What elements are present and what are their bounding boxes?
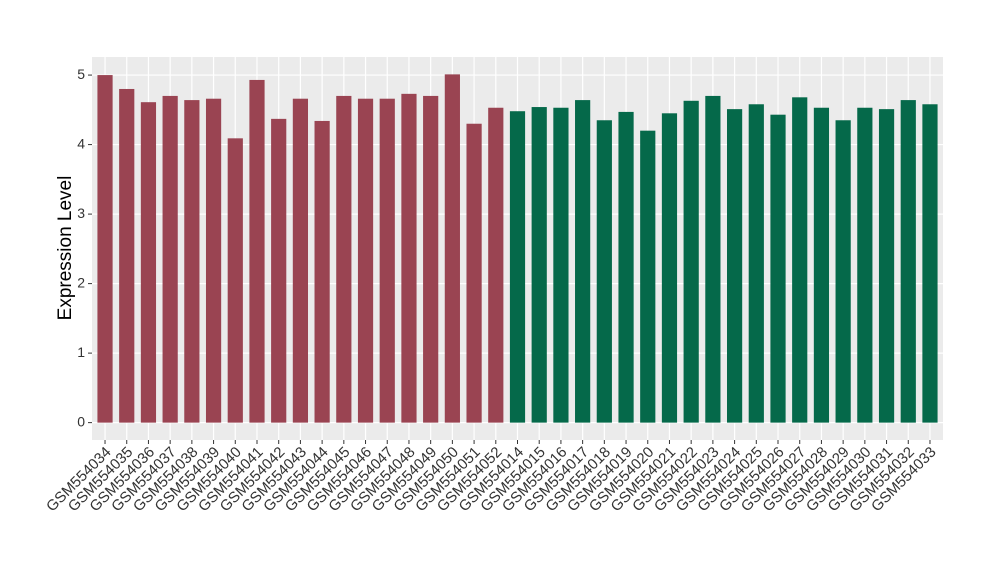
y-tick-label: 5 xyxy=(77,66,85,82)
y-axis-label: Expression Level xyxy=(55,176,76,321)
bar xyxy=(683,100,699,423)
bar xyxy=(857,107,873,423)
bar xyxy=(97,75,113,423)
bar xyxy=(162,95,178,423)
bar xyxy=(444,74,460,423)
bar xyxy=(227,138,243,423)
bar xyxy=(357,98,374,423)
bar xyxy=(292,98,309,423)
y-tick-label: 1 xyxy=(77,344,85,360)
bar xyxy=(249,79,265,423)
bar xyxy=(379,98,395,423)
bar xyxy=(205,98,222,423)
bar xyxy=(401,93,417,423)
bar xyxy=(661,113,678,423)
bar xyxy=(140,102,157,423)
bar xyxy=(922,104,938,423)
bar xyxy=(488,107,504,423)
bar xyxy=(314,120,330,423)
bar xyxy=(466,123,482,423)
y-tick-label: 2 xyxy=(77,274,85,290)
bar xyxy=(531,107,547,423)
bar xyxy=(119,88,135,423)
bar xyxy=(596,120,612,423)
bar xyxy=(640,130,656,423)
bar xyxy=(184,100,200,423)
bar xyxy=(900,100,916,423)
bar xyxy=(575,100,591,423)
bar xyxy=(726,109,743,423)
bar xyxy=(748,104,764,423)
bar xyxy=(553,107,569,423)
y-tick-label: 3 xyxy=(77,205,85,221)
bar xyxy=(705,95,721,423)
bar xyxy=(770,114,786,423)
bar xyxy=(813,107,830,423)
bar xyxy=(336,95,352,423)
bar xyxy=(618,111,634,423)
bar xyxy=(792,97,808,423)
bar xyxy=(423,95,439,423)
y-tick-label: 0 xyxy=(77,413,85,429)
bar xyxy=(509,111,526,423)
bar xyxy=(271,118,287,423)
bar xyxy=(878,109,895,423)
y-tick-label: 4 xyxy=(77,135,85,151)
bar xyxy=(835,120,851,423)
